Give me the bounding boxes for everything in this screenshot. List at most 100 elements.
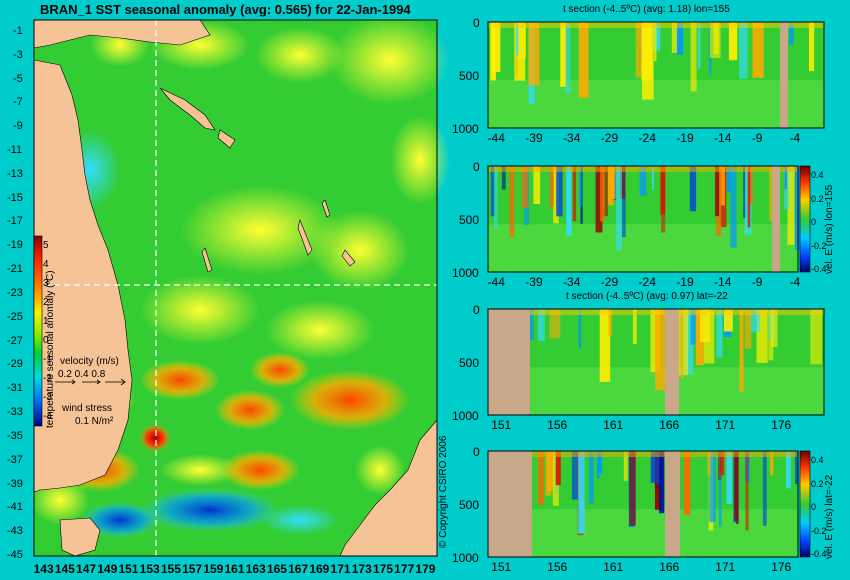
section-y-tick: 1000 [452,122,479,136]
colorbar-tick-label: -2 [43,372,52,384]
section-streak [509,166,515,238]
section-streak [723,309,733,332]
section-y-tick: 0 [473,160,480,174]
section-streak [572,166,577,222]
section-streak [615,166,623,251]
map-x-tick-label: 153 [139,562,160,576]
section-streak [653,22,657,61]
map-x-tick-label: 165 [266,562,287,576]
section-deep-layer [488,224,798,272]
section-frame [487,21,825,129]
velocity-colorbar-tick: -0.2 [811,240,827,251]
section-x-tick: -19 [676,275,694,289]
map-y-tick-label: -5 [13,72,23,85]
section-streak [578,166,583,207]
section-streak [726,166,731,192]
map-y-tick-label: -19 [7,239,23,252]
section-streak [537,451,544,506]
section-x-tick: -39 [525,275,543,289]
map-y-tick-label: -35 [7,429,23,442]
map-x-tick-label: 147 [76,562,97,576]
velocity-legend-title: velocity (m/s) [60,356,119,367]
map-x-tick-label: 155 [160,562,181,576]
section-panel-4[interactable] [487,450,811,558]
velocity-colorbar [799,165,811,273]
section-streak [578,451,585,534]
section-deep-layer [488,80,824,128]
section-streak [719,451,725,476]
copyright: © Copyright CSIRO 2006 [438,435,449,548]
map-y-tick-label: -27 [7,334,23,347]
velocity-colorbar-label: vel. E (m/s) lon=155 [824,184,835,274]
section-streak [529,309,534,341]
map-y-tick-label: -15 [7,191,23,204]
section-streak [501,166,506,190]
colorbar-label: temperature seasonal anomaly (ºC) [45,270,56,428]
section-streak [739,309,744,392]
section-panel-2[interactable] [487,165,811,273]
velocity-colorbar-tick: 0.4 [811,170,824,180]
section-streak [690,22,697,92]
map-x-tick-label: 159 [203,562,224,576]
islands [159,87,356,273]
section-land [665,309,679,415]
map-x-tick-label: 163 [245,562,266,576]
map-y-tick-label: -37 [7,453,23,466]
section-x-tick: -44 [487,275,505,289]
map-y-tick-label: -39 [7,477,23,490]
colorbar-tick-label: 4 [43,258,49,270]
section-x-tick: -19 [676,131,694,145]
section-y-tick: 1000 [452,551,479,565]
section-streak [744,309,752,349]
section-y-tick: 500 [459,498,480,512]
section-x-tick: 171 [715,418,736,432]
section-streak [699,309,710,343]
section-land [488,309,530,415]
section-streak [810,309,822,365]
section-x-tick: 161 [603,560,624,574]
colorbar-tick-label: 2 [43,296,49,308]
section-streak [578,309,581,349]
map-x-tick-label: 145 [54,562,75,576]
map-y-tick-label: -9 [13,120,23,133]
section-land [665,451,680,557]
section-y-tick: 500 [459,213,480,227]
section-panel-3[interactable] [487,308,825,416]
map-x-tick-label: 149 [97,562,118,576]
map-x-tick-label: 143 [33,562,54,576]
map-y-tick-label: -45 [7,549,23,561]
section-streak [789,22,794,45]
section-streak [610,166,616,199]
section-streak [659,451,665,514]
map-y-tick-label: -1 [13,24,23,37]
section-y-tick: 500 [459,69,480,83]
section-streak [683,451,691,515]
map-x-tick-label: 161 [224,562,245,576]
section-streak [719,451,722,527]
section-x-tick: -34 [563,275,581,289]
map-y-tick-label: -3 [13,48,23,61]
section-streak [608,309,613,336]
map-y-tick-label: -33 [7,406,23,419]
section-x-tick: 151 [491,418,512,432]
section-x-tick: -14 [714,275,732,289]
section-x-tick: -14 [714,131,732,145]
section-streak [632,309,637,345]
section-streak [762,451,767,526]
map-x-tick-label: 169 [309,562,330,576]
section-streak [551,166,554,206]
section-streak [533,166,541,205]
section-streak [661,166,666,233]
section-panel-1[interactable] [487,21,825,129]
map-y-tick-label: -17 [7,215,23,228]
section-streak [490,166,495,217]
section-streak [521,166,529,208]
section-surface-band [488,451,798,457]
colorbar-tick-label: 3 [43,277,49,289]
section-streak [490,22,501,72]
section-x-tick: 151 [491,560,512,574]
section-x-tick: -29 [600,131,619,145]
map-y-tick-label: -31 [7,382,23,395]
map-y-tick-label: -25 [7,310,23,323]
